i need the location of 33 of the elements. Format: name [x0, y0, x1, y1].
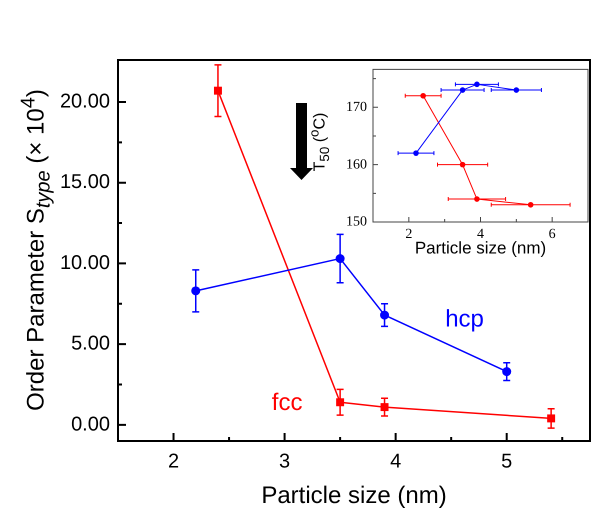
- y-tick-label: 160: [346, 157, 367, 172]
- point: [502, 367, 512, 376]
- x-tick-label: 5: [501, 450, 512, 473]
- y-tick-label: 5.00: [71, 332, 110, 355]
- y-tick-label: 10.00: [60, 252, 110, 274]
- point: [191, 286, 200, 296]
- point: [460, 162, 466, 168]
- x-tick-label: 3: [279, 450, 290, 473]
- y-tick-label: 20.00: [60, 90, 110, 112]
- point: [336, 254, 345, 264]
- x-tick-label: 6: [548, 227, 556, 242]
- x-axis-title: Particle size (nm): [261, 482, 447, 510]
- y-tick-label: 0.00: [71, 413, 110, 436]
- point: [528, 202, 534, 208]
- point: [514, 87, 520, 93]
- x-tick-label: 2: [405, 227, 412, 242]
- y-tick-label: 150: [346, 214, 367, 230]
- point: [380, 310, 390, 320]
- series-label: hcp: [445, 306, 484, 333]
- point: [474, 82, 480, 88]
- y-tick-label: 170: [346, 100, 367, 115]
- x-tick-label: 4: [390, 450, 402, 473]
- point: [547, 414, 556, 422]
- series-label: fcc: [272, 388, 302, 416]
- y-tick-label: 15.00: [60, 171, 110, 194]
- point: [460, 87, 466, 93]
- point: [214, 86, 222, 95]
- point: [380, 403, 389, 412]
- point: [336, 398, 344, 406]
- point: [474, 196, 480, 202]
- point: [420, 92, 426, 99]
- point: [413, 150, 419, 156]
- x-tick-label: 2: [168, 450, 180, 473]
